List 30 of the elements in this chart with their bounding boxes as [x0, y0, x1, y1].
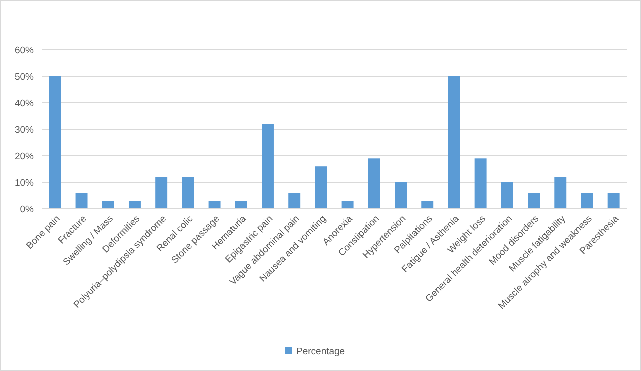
bar	[235, 201, 248, 209]
bar	[581, 193, 594, 209]
bar	[315, 166, 328, 209]
bar	[262, 124, 274, 209]
bar	[342, 201, 354, 209]
bar	[76, 193, 88, 209]
y-tick-label: 20%	[14, 151, 35, 162]
bar	[474, 158, 487, 209]
legend-label: Percentage	[296, 346, 346, 358]
y-tick-label: 30%	[14, 124, 35, 136]
y-tick-label: 10%	[14, 178, 35, 189]
bar	[422, 201, 434, 209]
bar	[608, 193, 620, 209]
bar	[448, 76, 460, 209]
bar	[128, 201, 141, 209]
bar	[395, 182, 407, 209]
bar	[182, 177, 194, 209]
bar	[288, 193, 301, 209]
y-tick-label: 50%	[14, 72, 35, 83]
bar	[554, 177, 567, 209]
y-tick-label: 60%	[14, 45, 35, 56]
y-tick-label: 0%	[20, 204, 35, 216]
bar	[156, 177, 168, 209]
bar	[208, 201, 221, 209]
bar	[368, 158, 380, 209]
y-tick-label: 40%	[14, 98, 35, 110]
bar	[102, 201, 114, 209]
bar	[501, 182, 514, 209]
bar	[528, 193, 540, 209]
bar	[49, 76, 62, 209]
